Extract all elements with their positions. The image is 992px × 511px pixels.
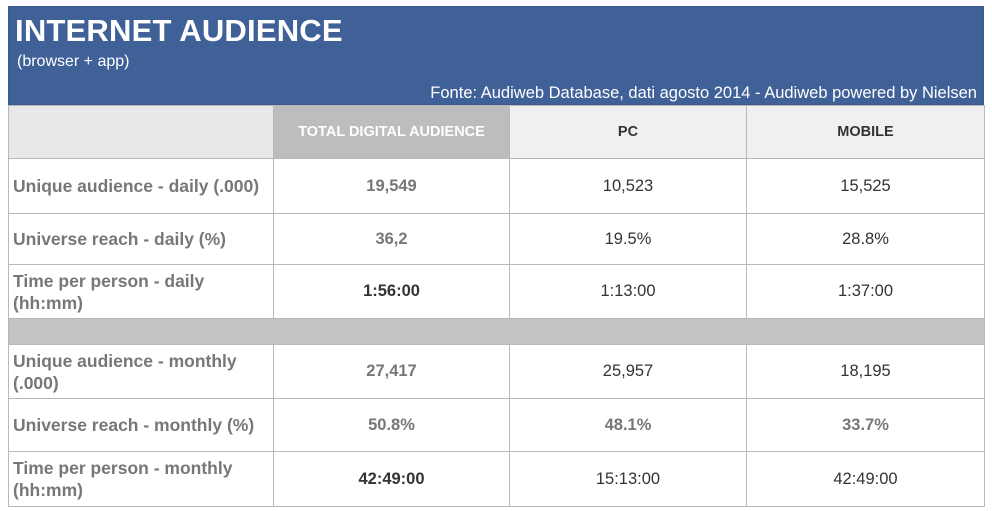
cell-mobile: 42:49:00	[746, 451, 985, 507]
cell-total: 50.8%	[273, 398, 510, 452]
cell-pc: 1:13:00	[509, 264, 747, 319]
row-label: Unique audience - monthly (.000)	[8, 344, 274, 399]
cell-pc: 15:13:00	[509, 451, 747, 507]
cell-total: 1:56:00	[273, 264, 510, 319]
table-row: Time per person - monthly (hh:mm) 42:49:…	[8, 451, 985, 507]
data-source-note: Fonte: Audiweb Database, dati agosto 201…	[430, 84, 977, 102]
cell-pc: 10,523	[509, 158, 747, 214]
cell-pc: 19.5%	[509, 213, 747, 265]
table-row: Universe reach - daily (%) 36,2 19.5% 28…	[8, 213, 985, 265]
cell-total: 27,417	[273, 344, 510, 399]
row-label: Universe reach - monthly (%)	[8, 398, 274, 452]
cell-mobile: 33.7%	[746, 398, 985, 452]
cell-total: 42:49:00	[273, 451, 510, 507]
column-header-total: TOTAL DIGITAL AUDIENCE	[273, 105, 510, 159]
cell-mobile: 1:37:00	[746, 264, 985, 319]
corner-cell	[8, 105, 274, 159]
table-row: Unique audience - daily (.000) 19,549 10…	[8, 158, 985, 214]
row-label: Time per person - monthly (hh:mm)	[8, 451, 274, 507]
table-title: INTERNET AUDIENCE	[15, 13, 343, 48]
cell-mobile: 15,525	[746, 158, 985, 214]
section-separator	[8, 318, 985, 345]
cell-mobile: 28.8%	[746, 213, 985, 265]
cell-pc: 48.1%	[509, 398, 747, 452]
audience-table-container: INTERNET AUDIENCE (browser + app) Fonte:…	[8, 6, 985, 507]
row-label: Unique audience - daily (.000)	[8, 158, 274, 214]
cell-total: 19,549	[273, 158, 510, 214]
table-row: Time per person - daily (hh:mm) 1:56:00 …	[8, 264, 985, 319]
audience-table: TOTAL DIGITAL AUDIENCE PC MOBILE Unique …	[8, 105, 985, 507]
cell-pc: 25,957	[509, 344, 747, 399]
cell-mobile: 18,195	[746, 344, 985, 399]
table-row: Universe reach - monthly (%) 50.8% 48.1%…	[8, 398, 985, 452]
cell-total: 36,2	[273, 213, 510, 265]
table-subtitle: (browser + app)	[17, 53, 130, 70]
section-separator-row	[8, 318, 985, 345]
column-header-mobile: MOBILE	[746, 105, 985, 159]
row-label: Universe reach - daily (%)	[8, 213, 274, 265]
row-label: Time per person - daily (hh:mm)	[8, 264, 274, 319]
table-row: Unique audience - monthly (.000) 27,417 …	[8, 344, 985, 399]
column-header-row: TOTAL DIGITAL AUDIENCE PC MOBILE	[8, 105, 985, 159]
column-header-pc: PC	[509, 105, 747, 159]
table-header-banner: INTERNET AUDIENCE (browser + app) Fonte:…	[8, 6, 984, 105]
